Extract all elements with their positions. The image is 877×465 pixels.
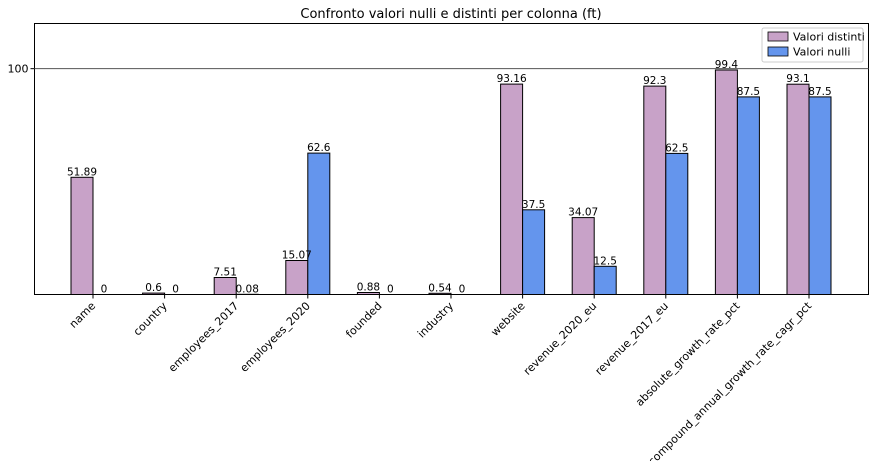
legend-swatch-distinct	[768, 32, 788, 41]
bar-distinct-website	[501, 84, 523, 294]
data-label-null-absolute-growth-rate-pct: 87.5	[737, 86, 760, 98]
data-label-distinct-country: 0.6	[145, 282, 162, 294]
bars-layer	[71, 70, 831, 295]
data-label-null-employees-2017: 0.08	[236, 283, 259, 295]
x-tick-label-employees-2017: employees_2017	[166, 299, 241, 374]
data-label-null-compound-annual-growth-rate-cagr-pct: 87.5	[808, 86, 831, 98]
x-tick-label-founded: founded	[343, 299, 384, 340]
data-label-null-country: 0	[172, 284, 179, 296]
data-label-distinct-revenue-2017-eu: 92.3	[643, 75, 666, 87]
data-label-distinct-founded: 0.88	[357, 282, 380, 294]
data-label-distinct-industry: 0.54	[428, 282, 452, 294]
bar-distinct-name	[71, 177, 93, 294]
bar-distinct-revenue-2017-eu	[644, 86, 666, 294]
data-label-distinct-revenue-2020-eu: 34.07	[568, 207, 598, 219]
x-tick-label-industry: industry	[415, 299, 456, 340]
bar-null-compound-annual-growth-rate-cagr-pct	[809, 97, 831, 295]
bar-null-revenue-2017-eu	[666, 153, 688, 294]
x-tick-label-country: country	[131, 299, 170, 338]
data-label-distinct-absolute-growth-rate-pct: 99.4	[715, 59, 739, 71]
bar-null-employees-2020	[308, 153, 330, 294]
bar-distinct-compound-annual-growth-rate-cagr-pct	[787, 84, 809, 294]
bar-null-absolute-growth-rate-pct	[737, 97, 759, 295]
legend-label-distinct: Valori distinti	[793, 31, 865, 44]
legend: Valori distinti Valori nulli	[762, 28, 865, 62]
bar-null-revenue-2020-eu	[594, 266, 616, 294]
chart-title: Confronto valori nulli e distinti per co…	[300, 7, 601, 22]
bar-distinct-absolute-growth-rate-pct	[715, 70, 737, 295]
x-tick-label-employees-2020: employees_2020	[238, 299, 313, 374]
x-tick-label-revenue-2017-eu: revenue_2017_eu	[593, 299, 671, 377]
data-label-distinct-employees-2017: 7.51	[214, 267, 237, 279]
data-label-null-employees-2020: 62.6	[307, 142, 331, 154]
x-tick-label-revenue-2020-eu: revenue_2020_eu	[521, 299, 599, 377]
x-tick-label-website: website	[488, 299, 527, 338]
bar-distinct-employees-2020	[286, 261, 308, 295]
x-tick-label-name: name	[67, 299, 98, 330]
legend-swatch-null	[768, 47, 788, 56]
data-label-distinct-name: 51.89	[67, 166, 97, 178]
data-label-null-founded: 0	[387, 284, 394, 296]
bar-distinct-employees-2017	[214, 278, 236, 295]
y-tick-label: 100	[8, 63, 29, 76]
bar-distinct-revenue-2020-eu	[572, 218, 594, 295]
data-label-distinct-compound-annual-growth-rate-cagr-pct: 93.1	[786, 73, 809, 85]
data-label-null-name: 0	[101, 284, 108, 296]
data-label-null-revenue-2017-eu: 62.5	[665, 142, 688, 154]
bar-null-website	[523, 210, 545, 295]
legend-label-null: Valori nulli	[793, 46, 850, 59]
data-label-null-industry: 0	[459, 284, 466, 296]
data-label-distinct-employees-2020: 15.07	[282, 250, 312, 262]
data-label-distinct-website: 93.16	[497, 73, 527, 85]
data-label-null-revenue-2020-eu: 12.5	[594, 255, 617, 267]
data-label-null-website: 37.5	[522, 199, 545, 211]
